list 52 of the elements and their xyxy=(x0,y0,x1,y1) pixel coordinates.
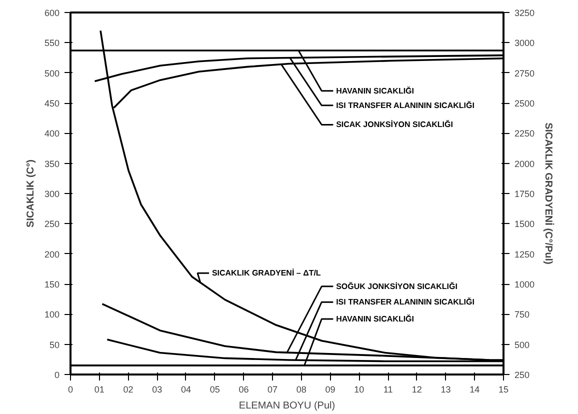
text: SICAK JONKSİYON SICAKLIĞI xyxy=(336,119,453,130)
x-tick-label: 08 xyxy=(296,384,306,394)
y2-tick-label: 1500 xyxy=(514,219,535,230)
x-tick-label: 07 xyxy=(268,384,278,394)
y-tick-label: 0 xyxy=(54,370,60,380)
y2-tick-label: 1750 xyxy=(514,189,535,199)
y2-tick-label: 2500 xyxy=(514,98,535,108)
y-tick-label: 600 xyxy=(44,8,60,18)
x-tick-label: 06 xyxy=(238,384,249,394)
x-tick-label: 13 xyxy=(440,384,451,394)
y-axis-title: SICAKLIK (C°) xyxy=(25,160,36,228)
y-tick-label: 400 xyxy=(44,128,60,139)
y2-axis-title: SICAKLIK GRADYENİ (C°/Pul) xyxy=(542,122,555,264)
y-tick-label: 150 xyxy=(44,280,60,290)
text: HAVANIN SICAKLIĞI xyxy=(336,85,414,96)
y2-tick-label: 2750 xyxy=(514,68,535,78)
y2-tick-label: 2000 xyxy=(514,158,535,169)
legend-label: SICAKLIK GRADYENİ – ΔT/L xyxy=(212,268,321,278)
x-tick-label: 10 xyxy=(354,384,364,394)
text: HAVANIN SICAKLIĞI xyxy=(336,313,414,324)
x-tick-label: 05 xyxy=(210,384,220,394)
x-tick-label: 04 xyxy=(180,384,191,394)
y-tick-label: 200 xyxy=(44,249,60,260)
y2-tick-label: 1000 xyxy=(514,280,535,290)
x-tick-label: 11 xyxy=(383,384,393,394)
y-tick-label: 500 xyxy=(44,68,60,78)
x-tick-label: 02 xyxy=(123,384,134,394)
text: ISI TRANSFER ALANININ SICAKLIĞI xyxy=(336,296,474,307)
y-tick-label: 300 xyxy=(44,189,60,199)
y-tick-label: 450 xyxy=(44,98,60,108)
x-tick-label: 09 xyxy=(325,384,336,394)
y-tick-label: 100 xyxy=(44,310,60,320)
x-tick-label: 12 xyxy=(412,384,422,394)
x-axis-title: ELEMAN BOYU (Pul) xyxy=(238,400,336,412)
y-tick-label: 550 xyxy=(44,38,60,48)
x-tick-label: 01 xyxy=(94,384,104,394)
y2-tick-label: 1250 xyxy=(514,249,535,260)
x-tick-label: 15 xyxy=(498,384,509,394)
y2-tick-label: 2250 xyxy=(514,128,535,139)
text: SOĞUK JONKSİYON SICAKLIĞI xyxy=(336,280,458,291)
y2-tick-label: 750 xyxy=(514,310,530,320)
y2-tick-label: 3000 xyxy=(514,38,535,48)
y-tick-label: 50 xyxy=(49,340,60,350)
y2-tick-label: 3250 xyxy=(514,8,535,18)
y2-tick-label: 250 xyxy=(514,370,530,380)
x-tick-label: 0 xyxy=(68,384,74,394)
y-tick-label: 350 xyxy=(44,158,60,169)
x-tick-label: 03 xyxy=(152,384,162,394)
y2-tick-label: 500 xyxy=(514,340,530,350)
x-tick-label: 14 xyxy=(470,384,480,394)
text: ISI TRANSFER ALANININ SICAKLIĞI xyxy=(336,100,474,110)
y-tick-label: 250 xyxy=(44,219,60,230)
